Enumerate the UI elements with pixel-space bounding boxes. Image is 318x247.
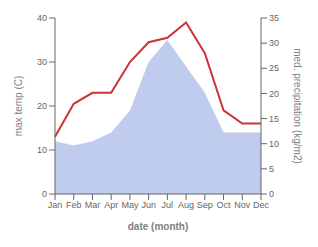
svg-text:Nov: Nov: [234, 200, 251, 210]
svg-text:Jan: Jan: [48, 200, 63, 210]
svg-text:Jun: Jun: [141, 200, 156, 210]
svg-text:40: 40: [37, 13, 47, 23]
svg-text:20: 20: [37, 101, 47, 111]
svg-text:May: May: [121, 200, 139, 210]
svg-text:20: 20: [269, 89, 279, 99]
svg-text:0: 0: [42, 189, 47, 199]
svg-text:35: 35: [269, 13, 279, 23]
svg-text:Dec: Dec: [253, 200, 270, 210]
svg-text:10: 10: [37, 145, 47, 155]
svg-text:0: 0: [269, 189, 274, 199]
svg-text:Apr: Apr: [104, 200, 118, 210]
svg-text:30: 30: [269, 38, 279, 48]
svg-text:Feb: Feb: [66, 200, 82, 210]
svg-text:Oct: Oct: [217, 200, 232, 210]
svg-text:Mar: Mar: [85, 200, 101, 210]
svg-text:30: 30: [37, 57, 47, 67]
svg-text:5: 5: [269, 164, 274, 174]
svg-text:med. precipitation (kg/m2): med. precipitation (kg/m2): [292, 48, 303, 164]
svg-text:max temp (C): max temp (C): [13, 76, 24, 137]
svg-text:Jul: Jul: [162, 200, 174, 210]
svg-text:date (month): date (month): [128, 221, 189, 232]
svg-text:25: 25: [269, 63, 279, 73]
svg-text:Aug: Aug: [178, 200, 194, 210]
svg-text:10: 10: [269, 139, 279, 149]
svg-text:Sep: Sep: [197, 200, 213, 210]
svg-text:15: 15: [269, 114, 279, 124]
